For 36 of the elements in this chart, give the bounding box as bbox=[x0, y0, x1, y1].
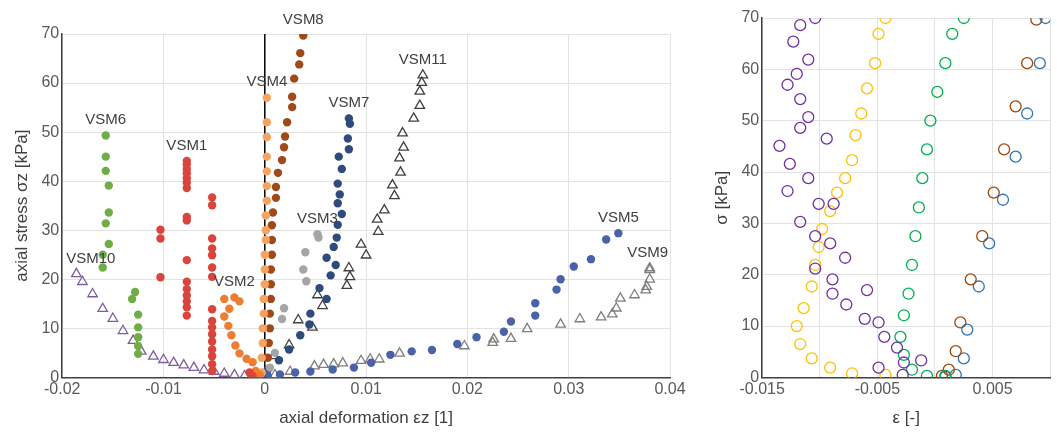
x-axis-title: axial deformation εz [1] bbox=[279, 408, 454, 428]
y-tick-label: 10 bbox=[41, 318, 60, 336]
x-tick-label: 0.01 bbox=[350, 380, 382, 398]
x-axis-title: ε [-] bbox=[892, 408, 920, 428]
x-tick-label: 0.02 bbox=[451, 380, 484, 398]
series-label: VSM2 bbox=[213, 272, 255, 290]
y-tick-label: 20 bbox=[41, 269, 60, 287]
y-tick-label: 10 bbox=[741, 316, 760, 334]
series-label: VSM7 bbox=[328, 93, 370, 111]
x-tick-label: 0.04 bbox=[654, 380, 686, 398]
series-label: VSM1 bbox=[166, 135, 208, 153]
x-tick-label: 0.005 bbox=[972, 380, 1013, 398]
series-label: VSM11 bbox=[398, 49, 447, 67]
y-tick-label: 60 bbox=[41, 73, 60, 91]
series-label: VSM8 bbox=[282, 10, 324, 28]
y-tick-label: 50 bbox=[741, 111, 760, 129]
y-tick-label: 70 bbox=[41, 24, 60, 42]
y-tick-label: 30 bbox=[741, 213, 760, 231]
y-axis-title: axial stress σz [kPa] bbox=[11, 129, 31, 282]
x-tick-label: -0.005 bbox=[854, 380, 901, 398]
y-axis-title: σ [kPa] bbox=[711, 170, 731, 225]
series-label: VSM5 bbox=[597, 207, 639, 225]
y-tick-label: 30 bbox=[41, 220, 60, 238]
series-label: VSM9 bbox=[627, 242, 669, 260]
series-label: VSM3 bbox=[297, 208, 338, 226]
y-tick-label: 20 bbox=[741, 265, 760, 283]
series-label: VSM10 bbox=[66, 248, 116, 266]
y-tick-label: 50 bbox=[41, 122, 60, 140]
x-tick-label: -0.01 bbox=[145, 380, 182, 398]
x-tick-label: 0 bbox=[260, 380, 270, 398]
y-tick-label: 40 bbox=[41, 171, 60, 189]
x-tick-label: 0.03 bbox=[553, 380, 585, 398]
y-tick-label: 40 bbox=[741, 162, 760, 180]
y-tick-label: 70 bbox=[741, 8, 760, 26]
series-label: VSM6 bbox=[85, 110, 127, 128]
y-tick-label: 60 bbox=[741, 59, 760, 77]
